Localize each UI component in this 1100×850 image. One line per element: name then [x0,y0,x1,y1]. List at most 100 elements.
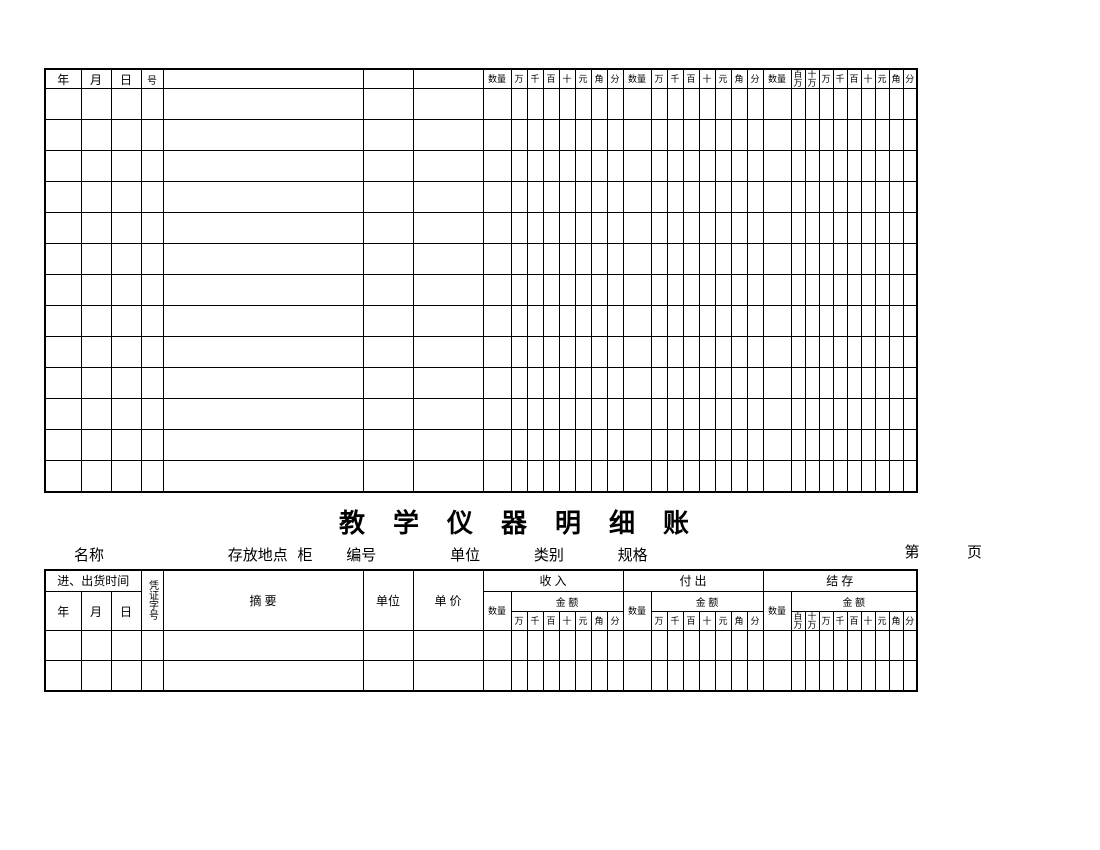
cell [543,182,559,213]
cell [623,368,651,399]
cell [111,461,141,492]
cell [747,120,763,151]
cell [747,461,763,492]
cell [163,244,363,275]
cell [683,89,699,120]
cell [791,399,805,430]
cell [543,631,559,661]
cell [607,275,623,306]
cell [667,182,683,213]
cell [111,399,141,430]
cell [715,275,731,306]
cell [847,89,861,120]
cell [413,151,483,182]
cell [607,631,623,661]
cell [903,306,917,337]
cell [833,89,847,120]
cell [699,368,715,399]
hdr-digit: 十 [699,69,715,89]
hdr-digit: 万 [511,69,527,89]
cell [651,306,667,337]
cell [819,399,833,430]
cell [805,151,819,182]
cell [623,461,651,492]
cell [607,337,623,368]
cell [683,368,699,399]
cell [889,337,903,368]
cell [559,399,575,430]
cell [731,461,747,492]
hdr-digit: 百 [847,612,861,631]
cell [607,213,623,244]
cell [591,89,607,120]
cell [667,399,683,430]
cell [363,430,413,461]
cell [731,430,747,461]
hdr-danjia: 单 价 [413,570,483,631]
cell [667,368,683,399]
cell [483,430,511,461]
cell [591,120,607,151]
hdr-shouru: 收 入 [483,570,623,592]
hdr-digit: 元 [575,612,591,631]
cell [763,120,791,151]
hdr-jine: 金 额 [791,592,917,612]
cell [861,631,875,661]
cell [651,275,667,306]
cell [623,337,651,368]
cell [715,306,731,337]
cell [81,337,111,368]
cell [903,275,917,306]
cell [819,337,833,368]
cell [763,275,791,306]
cell [559,182,575,213]
cell [847,306,861,337]
cell [715,337,731,368]
hdr-jiecun: 结 存 [763,570,917,592]
hdr-digit: 元 [715,69,731,89]
hdr-digit: 十 [861,69,875,89]
hdr-digit: 十 [861,612,875,631]
cell [861,244,875,275]
cell [363,368,413,399]
cell [81,368,111,399]
cell [111,631,141,661]
cell [833,337,847,368]
cell [81,120,111,151]
cell [575,151,591,182]
cell [607,151,623,182]
cell [819,461,833,492]
cell [607,430,623,461]
cell [763,661,791,691]
cell [903,661,917,691]
hdr-blank [363,69,413,89]
hdr-digit: 分 [747,69,763,89]
meta-loc: 存放地点 [228,544,288,565]
cell [833,631,847,661]
cell [141,631,163,661]
cell [575,306,591,337]
hdr-qty-c: 数量 [763,69,791,89]
cell [651,430,667,461]
cell [623,244,651,275]
cell [819,306,833,337]
cell [889,368,903,399]
cell [903,244,917,275]
cell [559,306,575,337]
cell [805,244,819,275]
cell [651,337,667,368]
cell [141,399,163,430]
cell [875,661,889,691]
cell [141,244,163,275]
cell [747,182,763,213]
cell [623,275,651,306]
hdr-day: 日 [111,592,141,631]
cell [45,306,81,337]
cell [667,89,683,120]
cell [413,244,483,275]
cell [527,430,543,461]
cell [111,244,141,275]
cell [527,461,543,492]
cell [559,151,575,182]
hdr-blank [413,69,483,89]
